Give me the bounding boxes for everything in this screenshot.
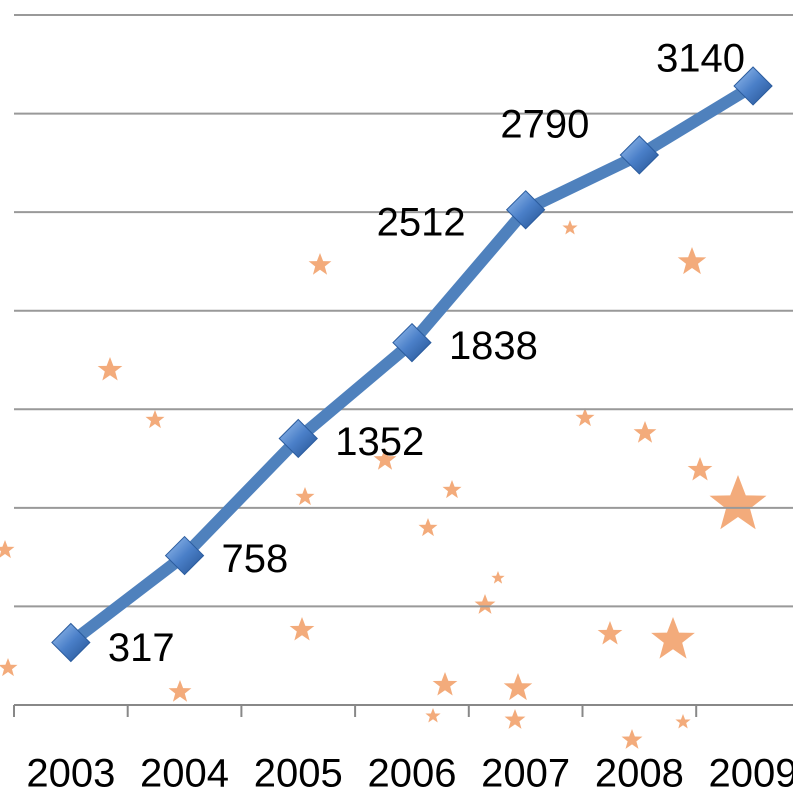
data-label: 1838	[449, 324, 538, 368]
x-tick-label: 2005	[254, 752, 343, 796]
data-label: 2790	[500, 103, 589, 147]
data-label: 1352	[335, 420, 424, 464]
data-label: 758	[222, 537, 289, 581]
chart: 2003 2004 2005 2006 2007 2008 2009 317 758 1352 18…	[0, 0, 793, 800]
data-label: 317	[108, 626, 175, 670]
x-tick-label: 2009	[709, 752, 793, 796]
x-tick-label: 2007	[481, 752, 570, 796]
data-label: 3140	[656, 37, 745, 81]
x-tick-label: 2004	[140, 752, 229, 796]
x-tick-label: 2008	[595, 752, 684, 796]
x-tick-label: 2006	[367, 752, 456, 796]
data-label: 2512	[377, 200, 466, 244]
x-tick-label: 2003	[26, 752, 115, 796]
